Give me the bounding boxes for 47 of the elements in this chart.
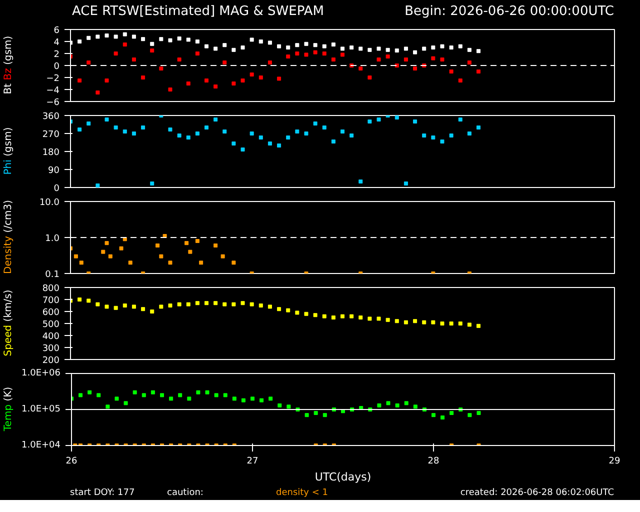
- text: density < 1: [276, 487, 328, 500]
- y-tick-label: 10.0: [39, 198, 60, 208]
- chart-subtitle: Begin: 2026-06-26 00:00:00UTC: [404, 3, 614, 21]
- y-tick-label: 200: [42, 356, 60, 366]
- y-tick-label: 1.0E+05: [22, 404, 61, 414]
- y-tick-label: 1.0: [45, 234, 60, 244]
- x-axis-title: UTC(days): [314, 470, 372, 484]
- y-tick-label: 700: [42, 296, 60, 306]
- y-tick-label: 600: [42, 308, 60, 318]
- chart-title: ACE RTSW[Estimated] MAG & SWEPAM: [72, 3, 324, 21]
- y-axis-title: (km/s): [2, 290, 14, 322]
- x-tick-label: 28: [428, 456, 440, 466]
- y-tick-label: −4: [46, 86, 60, 96]
- y-tick-label: 1.0E+04: [22, 440, 61, 450]
- y-tick-label: 360: [42, 112, 60, 122]
- y-tick-label: −2: [46, 74, 60, 84]
- text: Density: [2, 236, 14, 274]
- y-tick-label: 90: [48, 166, 60, 176]
- y-tick-label: 270: [42, 130, 60, 140]
- y-tick-label: 6: [54, 26, 60, 36]
- y-tick-label: 0.1: [45, 270, 60, 280]
- y-axis-title: (K): [2, 386, 14, 402]
- x-tick-label: 27: [246, 456, 258, 466]
- y-axis-title: (/cm3): [2, 200, 14, 233]
- text: Phi: [2, 160, 14, 175]
- y-tick-label: 0: [54, 184, 60, 194]
- y-tick-label: 1.0E+06: [22, 368, 61, 378]
- y-tick-label: 4: [54, 38, 60, 48]
- y-tick-label: 2: [54, 50, 60, 60]
- text: start DOY: 177: [70, 487, 135, 500]
- y-axis-title: (gsm): [2, 36, 14, 65]
- x-tick-label: 26: [66, 456, 78, 466]
- text: Temp: [2, 404, 14, 432]
- y-tick-label: 180: [42, 148, 60, 158]
- text: created: 2026-06-28 06:02:06UTC: [460, 487, 614, 500]
- y-tick-label: 400: [42, 332, 60, 342]
- text: Bz: [2, 68, 14, 80]
- y-axis-title: (gsm): [2, 127, 14, 156]
- x-tick-label: 29: [608, 456, 620, 466]
- y-tick-label: 800: [42, 284, 60, 294]
- y-tick-label: 500: [42, 320, 60, 330]
- text: Bt: [2, 83, 14, 94]
- text: Speed: [2, 324, 14, 356]
- y-tick-label: −6: [46, 98, 60, 108]
- y-tick-label: 0: [54, 62, 60, 72]
- y-tick-label: 300: [42, 344, 60, 354]
- text: caution:: [167, 487, 204, 500]
